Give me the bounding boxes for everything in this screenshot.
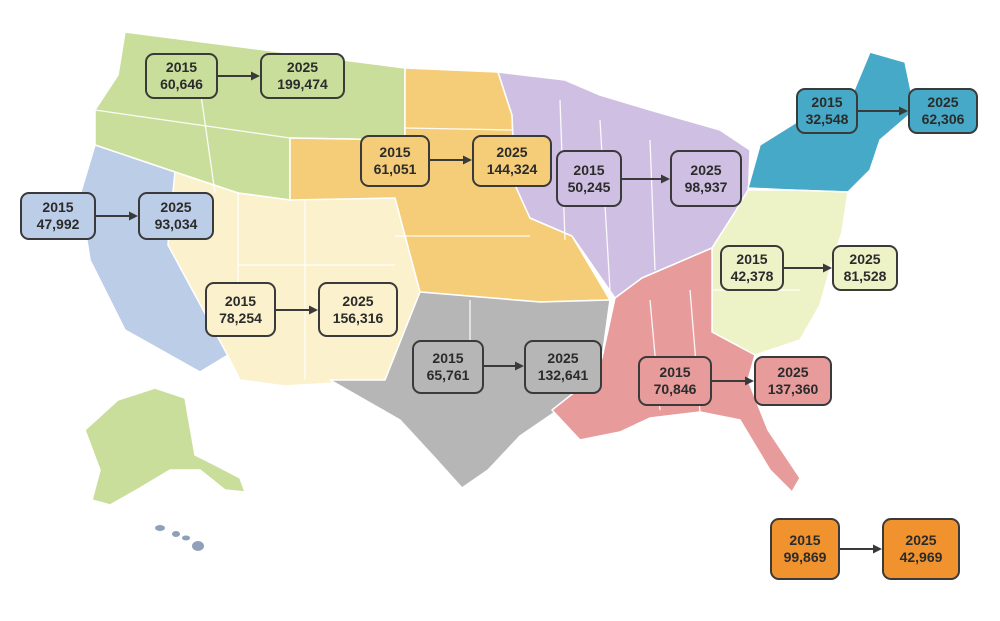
year-label: 2025 <box>286 59 319 75</box>
box-northwest-2025: 2025 199,474 <box>260 53 345 99</box>
value-label: 156,316 <box>332 309 384 326</box>
year-label: 2025 <box>927 94 959 110</box>
year-label: 2025 <box>849 251 881 267</box>
year-label: 2015 <box>659 364 691 380</box>
box-northwest-2015: 2015 60,646 <box>145 53 218 99</box>
box-plains-2015: 2015 61,051 <box>360 135 430 187</box>
value-label: 132,641 <box>537 367 589 383</box>
box-south-central-2025: 2025 132,641 <box>524 340 602 394</box>
value-label: 42,969 <box>899 549 943 565</box>
year-label: 2025 <box>905 532 937 548</box>
value-label: 137,360 <box>767 381 819 397</box>
year-label: 2015 <box>573 161 605 178</box>
box-northeast-2025: 2025 62,306 <box>908 88 978 134</box>
value-label: 93,034 <box>154 216 198 232</box>
box-south-central-2015: 2015 65,761 <box>412 340 484 394</box>
year-label: 2015 <box>224 292 257 309</box>
value-label: 65,761 <box>426 367 470 383</box>
value-label: 61,051 <box>373 161 417 177</box>
box-southwest-2015: 2015 78,254 <box>205 282 276 337</box>
value-label: 70,846 <box>653 381 697 397</box>
box-southwest-2025: 2025 156,316 <box>318 282 398 337</box>
box-california-2015: 2015 47,992 <box>20 192 96 240</box>
box-southeast-2015: 2015 70,846 <box>638 356 712 406</box>
value-label: 81,528 <box>843 268 887 284</box>
year-label: 2025 <box>342 292 374 309</box>
box-offshore-2015: 2015 99,869 <box>770 518 840 580</box>
box-southeast-2025: 2025 137,360 <box>754 356 832 406</box>
state-borders <box>199 87 216 194</box>
year-label: 2025 <box>160 199 192 215</box>
value-label: 47,992 <box>36 216 80 232</box>
hawaii-island <box>192 541 204 551</box>
box-mid-atlantic-2025: 2025 81,528 <box>832 245 898 291</box>
value-label: 60,646 <box>160 76 203 92</box>
value-label: 32,548 <box>805 111 849 127</box>
box-california-2025: 2025 93,034 <box>138 192 214 240</box>
year-label: 2025 <box>496 144 528 160</box>
year-label: 2025 <box>690 161 722 178</box>
hawaii-island <box>155 525 165 531</box>
year-label: 2025 <box>777 364 809 380</box>
box-midwest-2025: 2025 98,937 <box>670 150 742 207</box>
value-label: 98,937 <box>684 178 728 195</box>
hawaii-island <box>172 531 180 537</box>
year-label: 2015 <box>736 251 768 267</box>
alaska-shape <box>84 387 246 506</box>
box-offshore-2025: 2025 42,969 <box>882 518 960 580</box>
box-plains-2025: 2025 144,324 <box>472 135 552 187</box>
year-label: 2015 <box>789 532 821 548</box>
box-northeast-2015: 2015 32,548 <box>796 88 858 134</box>
value-label: 99,869 <box>783 549 827 565</box>
value-label: 42,378 <box>730 268 774 284</box>
box-mid-atlantic-2015: 2015 42,378 <box>720 245 784 291</box>
year-label: 2015 <box>811 94 843 110</box>
year-label: 2015 <box>379 144 411 160</box>
value-label: 50,245 <box>567 178 611 195</box>
state-borders <box>404 127 513 131</box>
year-label: 2015 <box>432 350 464 366</box>
year-label: 2015 <box>165 59 198 75</box>
value-label: 199,474 <box>277 76 328 92</box>
year-label: 2015 <box>42 199 74 215</box>
year-label: 2025 <box>547 350 579 366</box>
value-label: 78,254 <box>219 309 262 326</box>
state-borders <box>94 109 291 139</box>
value-label: 62,306 <box>921 111 965 127</box>
state-borders <box>649 139 656 271</box>
value-label: 144,324 <box>486 161 538 177</box>
hawaii-island <box>182 535 190 541</box>
box-midwest-2015: 2015 50,245 <box>556 150 622 207</box>
